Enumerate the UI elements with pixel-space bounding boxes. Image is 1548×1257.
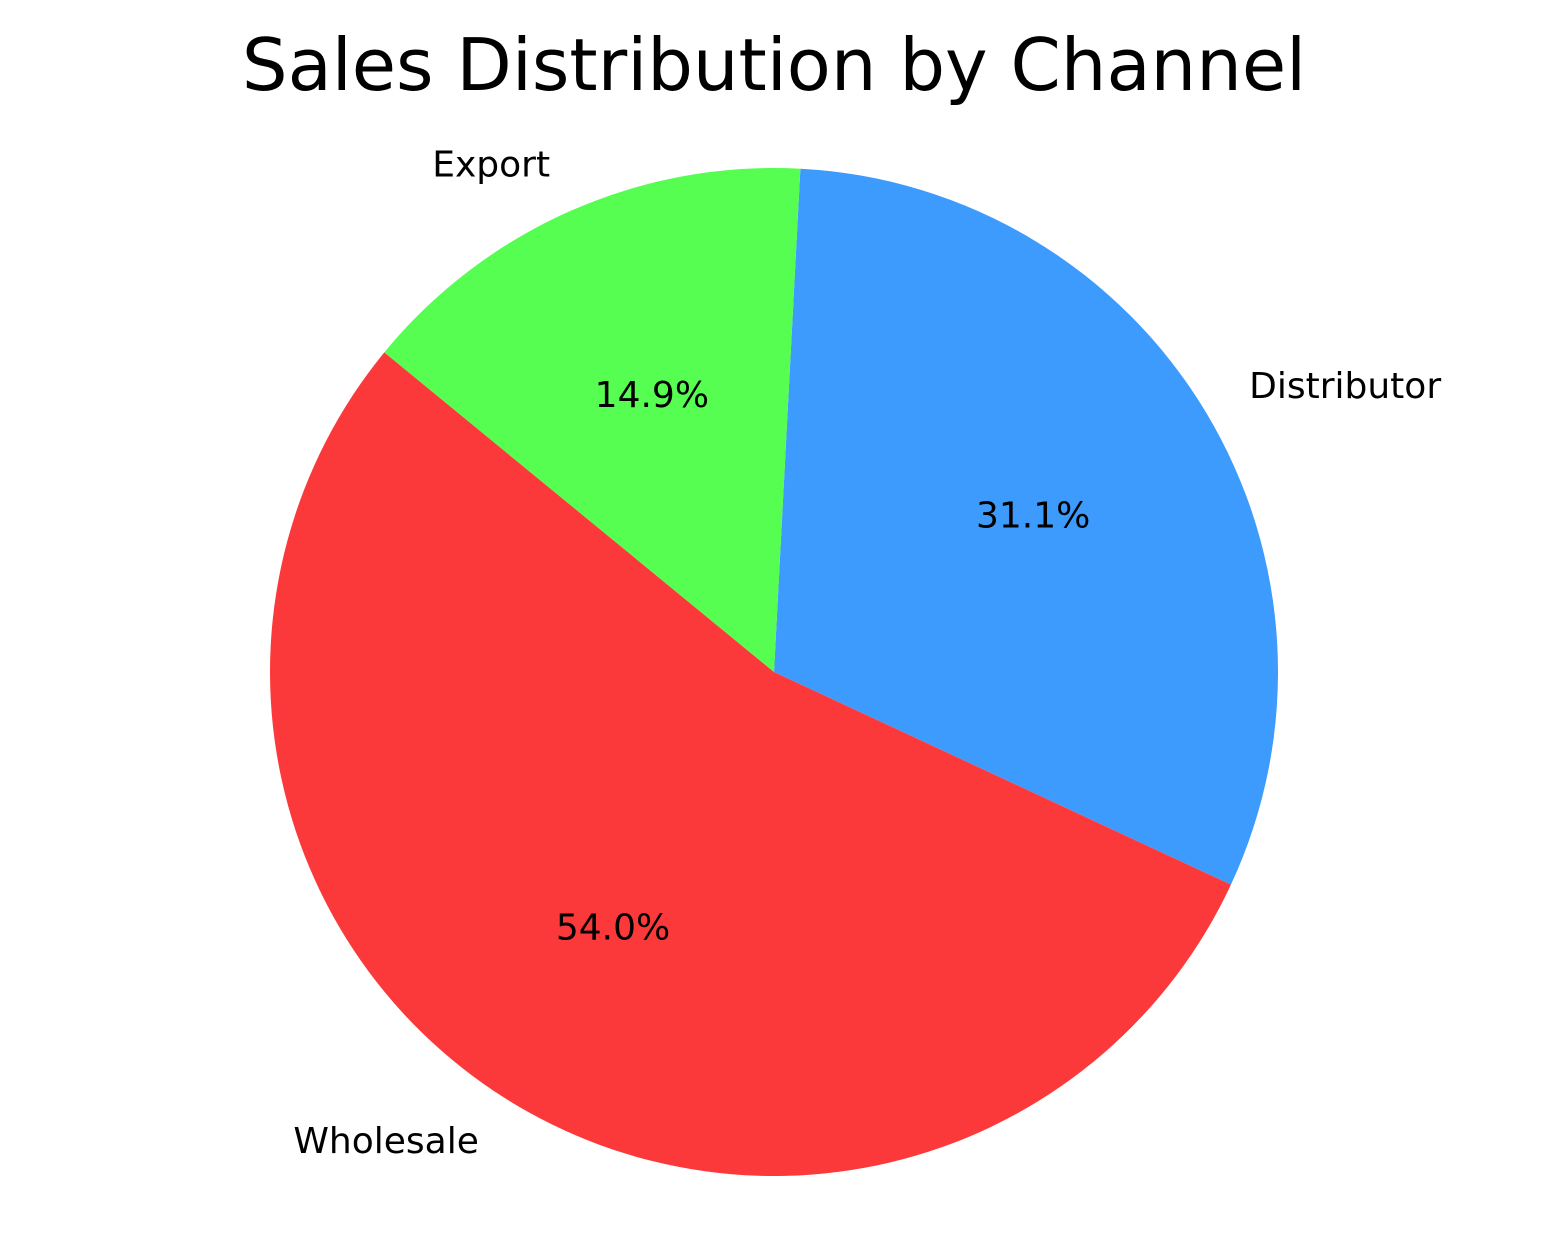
pie-slices [270, 168, 1279, 1176]
category-label-export: Export [432, 144, 550, 185]
pie-labels: 31.1% Distributor 54.0% Wholesale 14.9% Expor… [293, 144, 1441, 1162]
category-label-wholesale: Wholesale [293, 1121, 479, 1162]
percent-label-wholesale: 54.0% [556, 908, 670, 949]
category-label-distributor: Distributor [1249, 366, 1441, 407]
slice-export [384, 168, 801, 672]
chart-title: Sales Distribution by Channel [241, 23, 1307, 107]
slice-distributor [774, 168, 1279, 885]
percent-label-distributor: 31.1% [976, 496, 1090, 537]
percent-label-export: 14.9% [595, 375, 709, 416]
slice-wholesale [270, 352, 1231, 1176]
